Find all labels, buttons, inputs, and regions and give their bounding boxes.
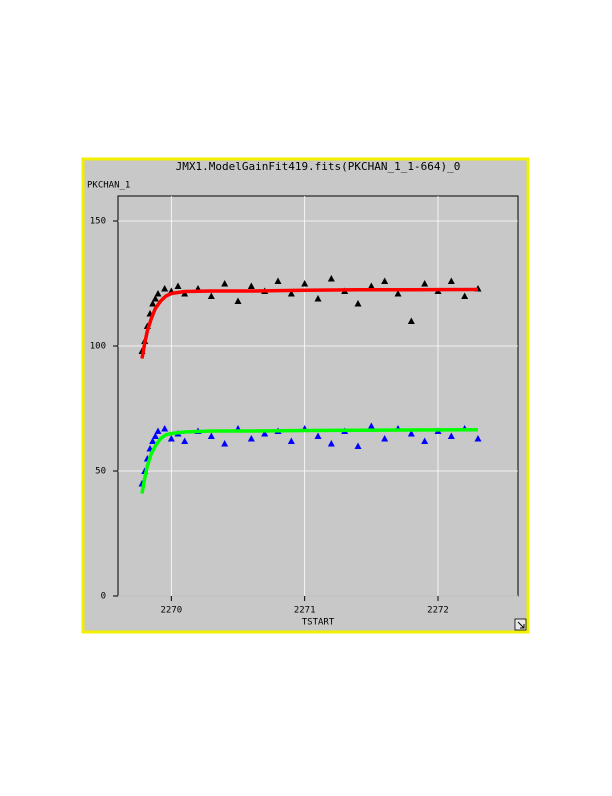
point (154, 427, 162, 434)
point (161, 285, 169, 292)
point (381, 277, 389, 284)
point (447, 277, 455, 284)
point (327, 440, 335, 447)
point (161, 425, 169, 432)
point (221, 440, 229, 447)
plot-window (81, 157, 530, 634)
point (461, 292, 469, 299)
x-tick-label: 2272 (427, 606, 449, 616)
point (301, 280, 309, 287)
point (314, 295, 322, 302)
point (367, 422, 375, 429)
point (381, 435, 389, 442)
point (354, 300, 362, 307)
point (474, 435, 482, 442)
point (174, 282, 182, 289)
point (151, 432, 159, 439)
point (274, 277, 282, 284)
fit-line (140, 428, 479, 494)
point (234, 297, 242, 304)
point (247, 282, 255, 289)
point (221, 280, 229, 287)
point (149, 300, 157, 307)
point (354, 442, 362, 449)
x-tick-label: 2270 (160, 606, 182, 616)
y-tick-label: 100 (90, 342, 106, 352)
resize-handle[interactable] (514, 618, 527, 631)
y-axis-label: PKCHAN_1 (87, 181, 130, 191)
point (247, 435, 255, 442)
point (181, 437, 189, 444)
resize-arrow[interactable] (517, 621, 525, 629)
point (421, 280, 429, 287)
point (447, 432, 455, 439)
point (261, 430, 269, 437)
point (421, 437, 429, 444)
point (287, 437, 295, 444)
point (327, 275, 335, 282)
point (407, 430, 415, 437)
point (207, 292, 215, 299)
point (151, 295, 159, 302)
point (394, 290, 402, 297)
point (407, 317, 415, 324)
point (149, 437, 157, 444)
chart-title: JMX1.ModelGainFit419.fits(PKCHAN_1_1-664… (176, 160, 461, 173)
point (287, 290, 295, 297)
fit-line (140, 287, 479, 359)
point (154, 290, 162, 297)
y-tick-label: 150 (90, 217, 106, 227)
x-tick-label: 2271 (294, 606, 316, 616)
point (207, 432, 215, 439)
y-tick-label: 0 (101, 592, 106, 602)
point (314, 432, 322, 439)
y-tick-label: 50 (95, 467, 106, 477)
point (167, 435, 175, 442)
x-axis-label: TSTART (302, 618, 335, 628)
point (367, 282, 375, 289)
